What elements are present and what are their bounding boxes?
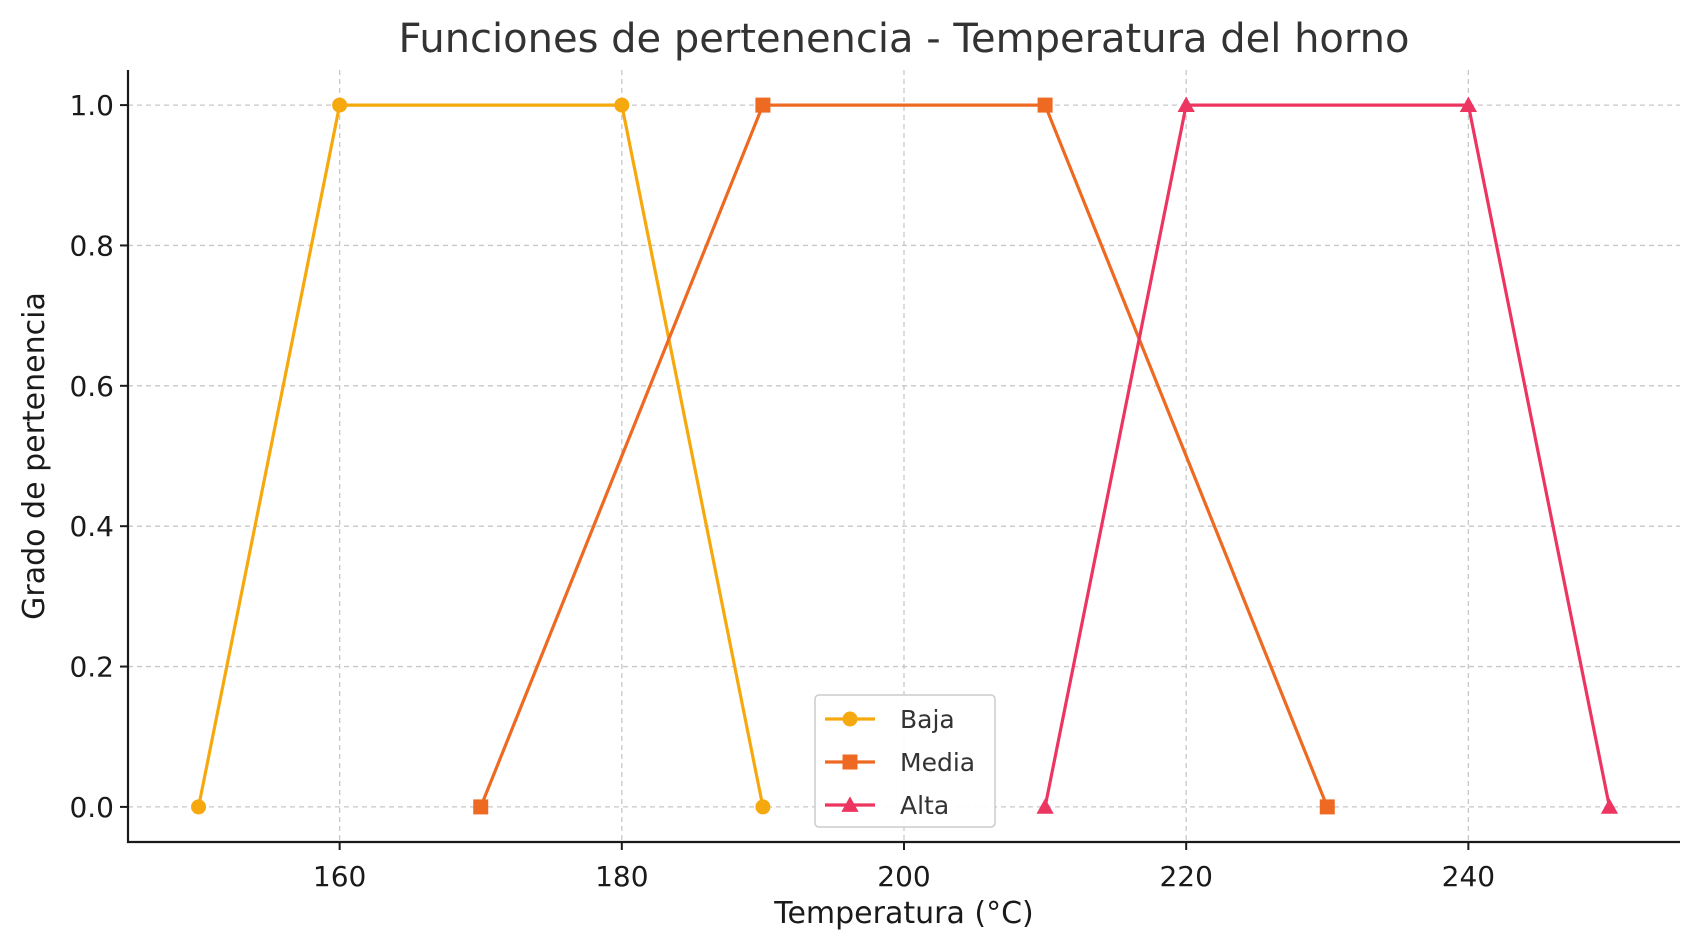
- axes-layer: 160 180 200 220 240 0.0 0.2 0.4 0.6 0.8 1.0: [69, 70, 1680, 893]
- legend-label-baja: Baja: [900, 705, 955, 734]
- data-point-alta: [1459, 96, 1477, 112]
- series-baja: [191, 97, 771, 815]
- x-tick-label: 200: [877, 860, 930, 893]
- x-axis-label: Temperatura (°C): [773, 896, 1034, 931]
- data-point-alta: [1600, 798, 1619, 814]
- x-tick-label: 220: [1159, 860, 1212, 893]
- y-axis-label: Grado de pertenencia: [17, 292, 52, 620]
- data-point-media: [1037, 97, 1053, 113]
- series-line-baja: [196, 103, 765, 808]
- data-point-alta: [1177, 96, 1195, 112]
- y-tick-label: 0.2: [69, 651, 114, 684]
- y-tick-label: 0.6: [69, 370, 114, 403]
- legend-item-baja: Baja: [825, 705, 955, 734]
- series-media: [473, 97, 1335, 815]
- legend-item-media: Media: [825, 748, 975, 777]
- legend-frame: [814, 694, 996, 828]
- data-point-baja: [332, 97, 348, 113]
- series-alta: [1036, 96, 1619, 814]
- data-point-baja: [191, 799, 207, 815]
- data-point-baja: [755, 799, 771, 815]
- legend-marker-baja: [842, 711, 858, 727]
- x-tick-label: 180: [595, 860, 648, 893]
- data-point-alta: [1036, 798, 1054, 814]
- x-tick-label: 160: [313, 860, 366, 893]
- legend-item-alta: Alta: [825, 791, 949, 820]
- x-tick-label: 240: [1442, 860, 1495, 893]
- series-line-alta: [1043, 103, 1612, 808]
- series-layer: [191, 96, 1619, 815]
- y-tick-label: 0.4: [69, 510, 114, 543]
- axes-spines: [126, 70, 1680, 844]
- y-tick-label: 1.0: [69, 89, 114, 122]
- y-tick-label: 0.8: [69, 229, 114, 262]
- legend-marker-media: [842, 754, 858, 770]
- legend: Baja Media Alta: [814, 694, 996, 828]
- chart-title: Funciones de pertenencia - Temperatura d…: [399, 16, 1410, 62]
- legend-label-alta: Alta: [900, 791, 949, 820]
- series-line-media: [479, 103, 1329, 808]
- data-point-baja: [614, 97, 630, 113]
- y-tick-label: 0.0: [69, 791, 114, 824]
- legend-label-media: Media: [900, 748, 975, 777]
- data-point-media: [473, 799, 489, 815]
- data-point-media: [755, 97, 771, 113]
- legend-marker-alta: [841, 796, 859, 812]
- data-point-media: [1319, 799, 1335, 815]
